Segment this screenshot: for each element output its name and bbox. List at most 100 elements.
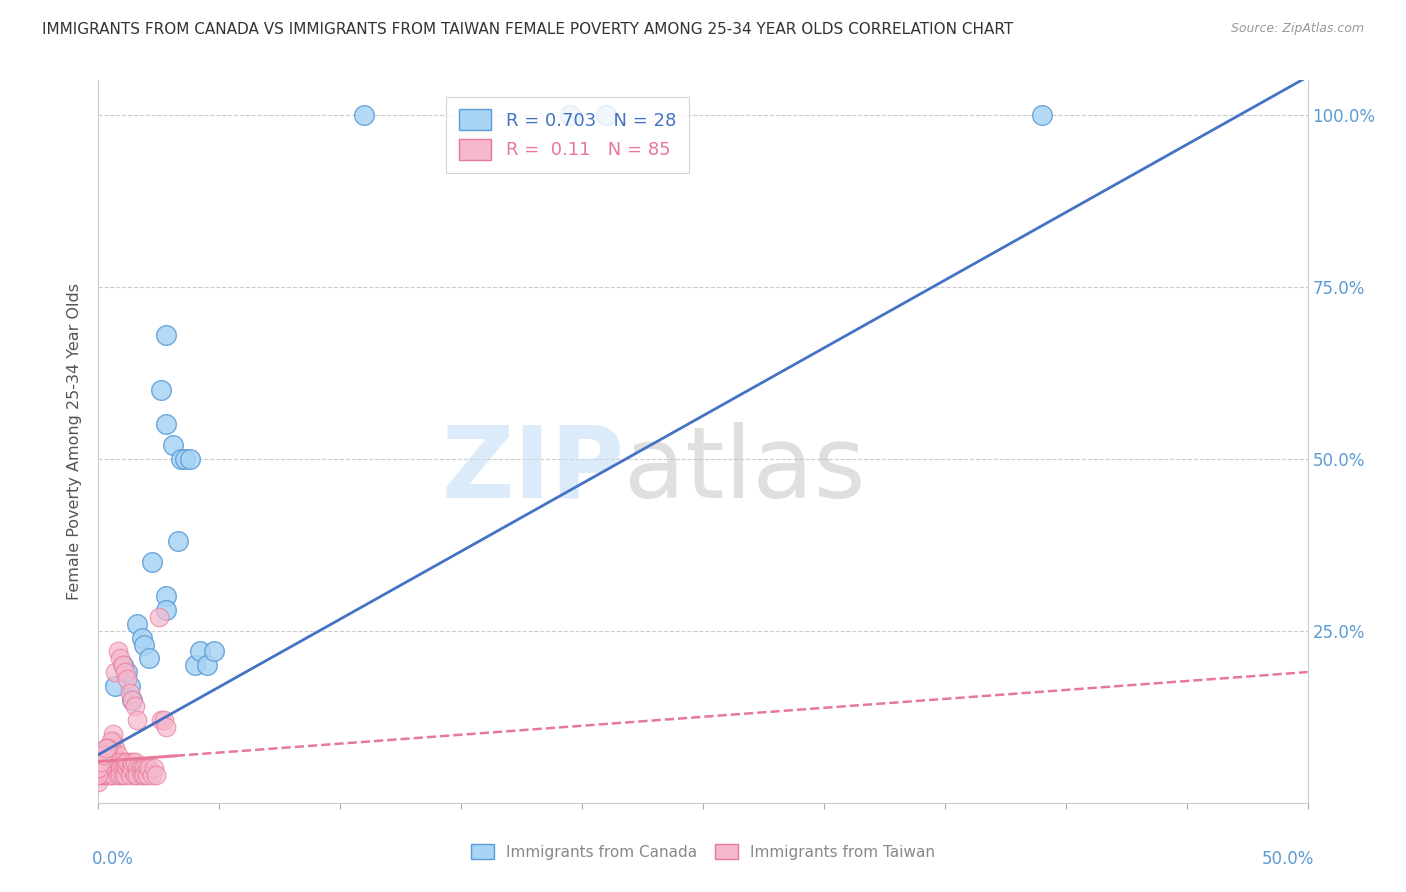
Point (135, 768, 157, 782)
Point (107, 644, 129, 658)
Point (111, 761, 134, 775)
Point (150, 383, 173, 397)
Point (155, 327, 177, 342)
Point (558, 108, 581, 122)
Point (91, 761, 114, 775)
Point (108, 768, 131, 782)
Point (104, 740, 127, 755)
Point (100, 768, 122, 782)
Point (118, 761, 141, 775)
Point (111, 658, 134, 673)
Point (101, 761, 124, 775)
Point (91, 755, 114, 769)
Point (90, 761, 112, 775)
Point (101, 734, 124, 748)
Point (118, 679, 141, 693)
Point (135, 761, 157, 775)
Point (91, 755, 114, 769)
Point (141, 768, 163, 782)
Point (127, 616, 149, 631)
Y-axis label: Female Poverty Among 25-34 Year Olds: Female Poverty Among 25-34 Year Olds (67, 283, 83, 600)
Point (121, 692, 143, 706)
Point (127, 713, 149, 727)
Point (114, 665, 136, 679)
Point (91, 768, 114, 782)
Point (124, 755, 146, 769)
Point (111, 768, 134, 782)
Point (117, 755, 139, 769)
Point (94, 740, 117, 755)
Point (121, 692, 143, 706)
Point (145, 768, 167, 782)
Point (155, 590, 177, 604)
Point (127, 761, 149, 775)
Point (162, 438, 184, 452)
Point (138, 651, 160, 665)
Point (100, 755, 122, 769)
Text: 50.0%: 50.0% (1261, 850, 1313, 868)
Text: IMMIGRANTS FROM CANADA VS IMMIGRANTS FROM TAIWAN FEMALE POVERTY AMONG 25-34 YEAR: IMMIGRANTS FROM CANADA VS IMMIGRANTS FRO… (42, 22, 1014, 37)
Point (150, 713, 173, 727)
Point (97, 740, 120, 755)
Point (134, 761, 156, 775)
Point (90, 755, 112, 769)
Point (101, 727, 124, 741)
Point (134, 768, 156, 782)
Point (100, 740, 122, 755)
Point (100, 734, 122, 748)
Point (107, 761, 129, 775)
Point (91, 747, 114, 762)
Point (94, 747, 117, 762)
Point (101, 747, 124, 762)
Text: atlas: atlas (624, 422, 866, 519)
Point (152, 713, 174, 727)
Point (131, 631, 153, 645)
Point (128, 761, 150, 775)
Point (94, 755, 117, 769)
Point (94, 768, 117, 782)
Point (87, 761, 110, 775)
Point (97, 761, 120, 775)
Point (148, 610, 170, 624)
Point (94, 747, 117, 762)
Point (91, 747, 114, 762)
Point (127, 768, 149, 782)
Point (179, 451, 201, 466)
Text: ZIP: ZIP (441, 422, 624, 519)
Point (104, 755, 127, 769)
Point (155, 603, 177, 617)
Point (104, 665, 127, 679)
Point (90, 755, 112, 769)
Point (155, 720, 177, 734)
Point (595, 108, 617, 122)
Point (90, 768, 112, 782)
Point (131, 761, 153, 775)
Point (353, 108, 375, 122)
Point (138, 761, 160, 775)
Point (94, 740, 117, 755)
Point (195, 658, 218, 673)
Point (174, 451, 197, 466)
Point (104, 679, 127, 693)
Point (124, 699, 146, 714)
Point (131, 768, 153, 782)
Point (117, 761, 139, 775)
Point (114, 768, 136, 782)
Point (108, 755, 131, 769)
Point (117, 665, 139, 679)
Point (97, 747, 120, 762)
Point (97, 768, 120, 782)
Point (118, 768, 141, 782)
Point (111, 658, 134, 673)
Point (169, 451, 191, 466)
Point (155, 417, 177, 432)
Point (108, 761, 131, 775)
Point (107, 747, 129, 762)
Point (167, 534, 190, 549)
Point (100, 761, 122, 775)
Text: 0.0%: 0.0% (93, 850, 134, 868)
Point (184, 658, 207, 673)
Point (118, 686, 141, 700)
Point (97, 755, 120, 769)
Point (143, 761, 166, 775)
